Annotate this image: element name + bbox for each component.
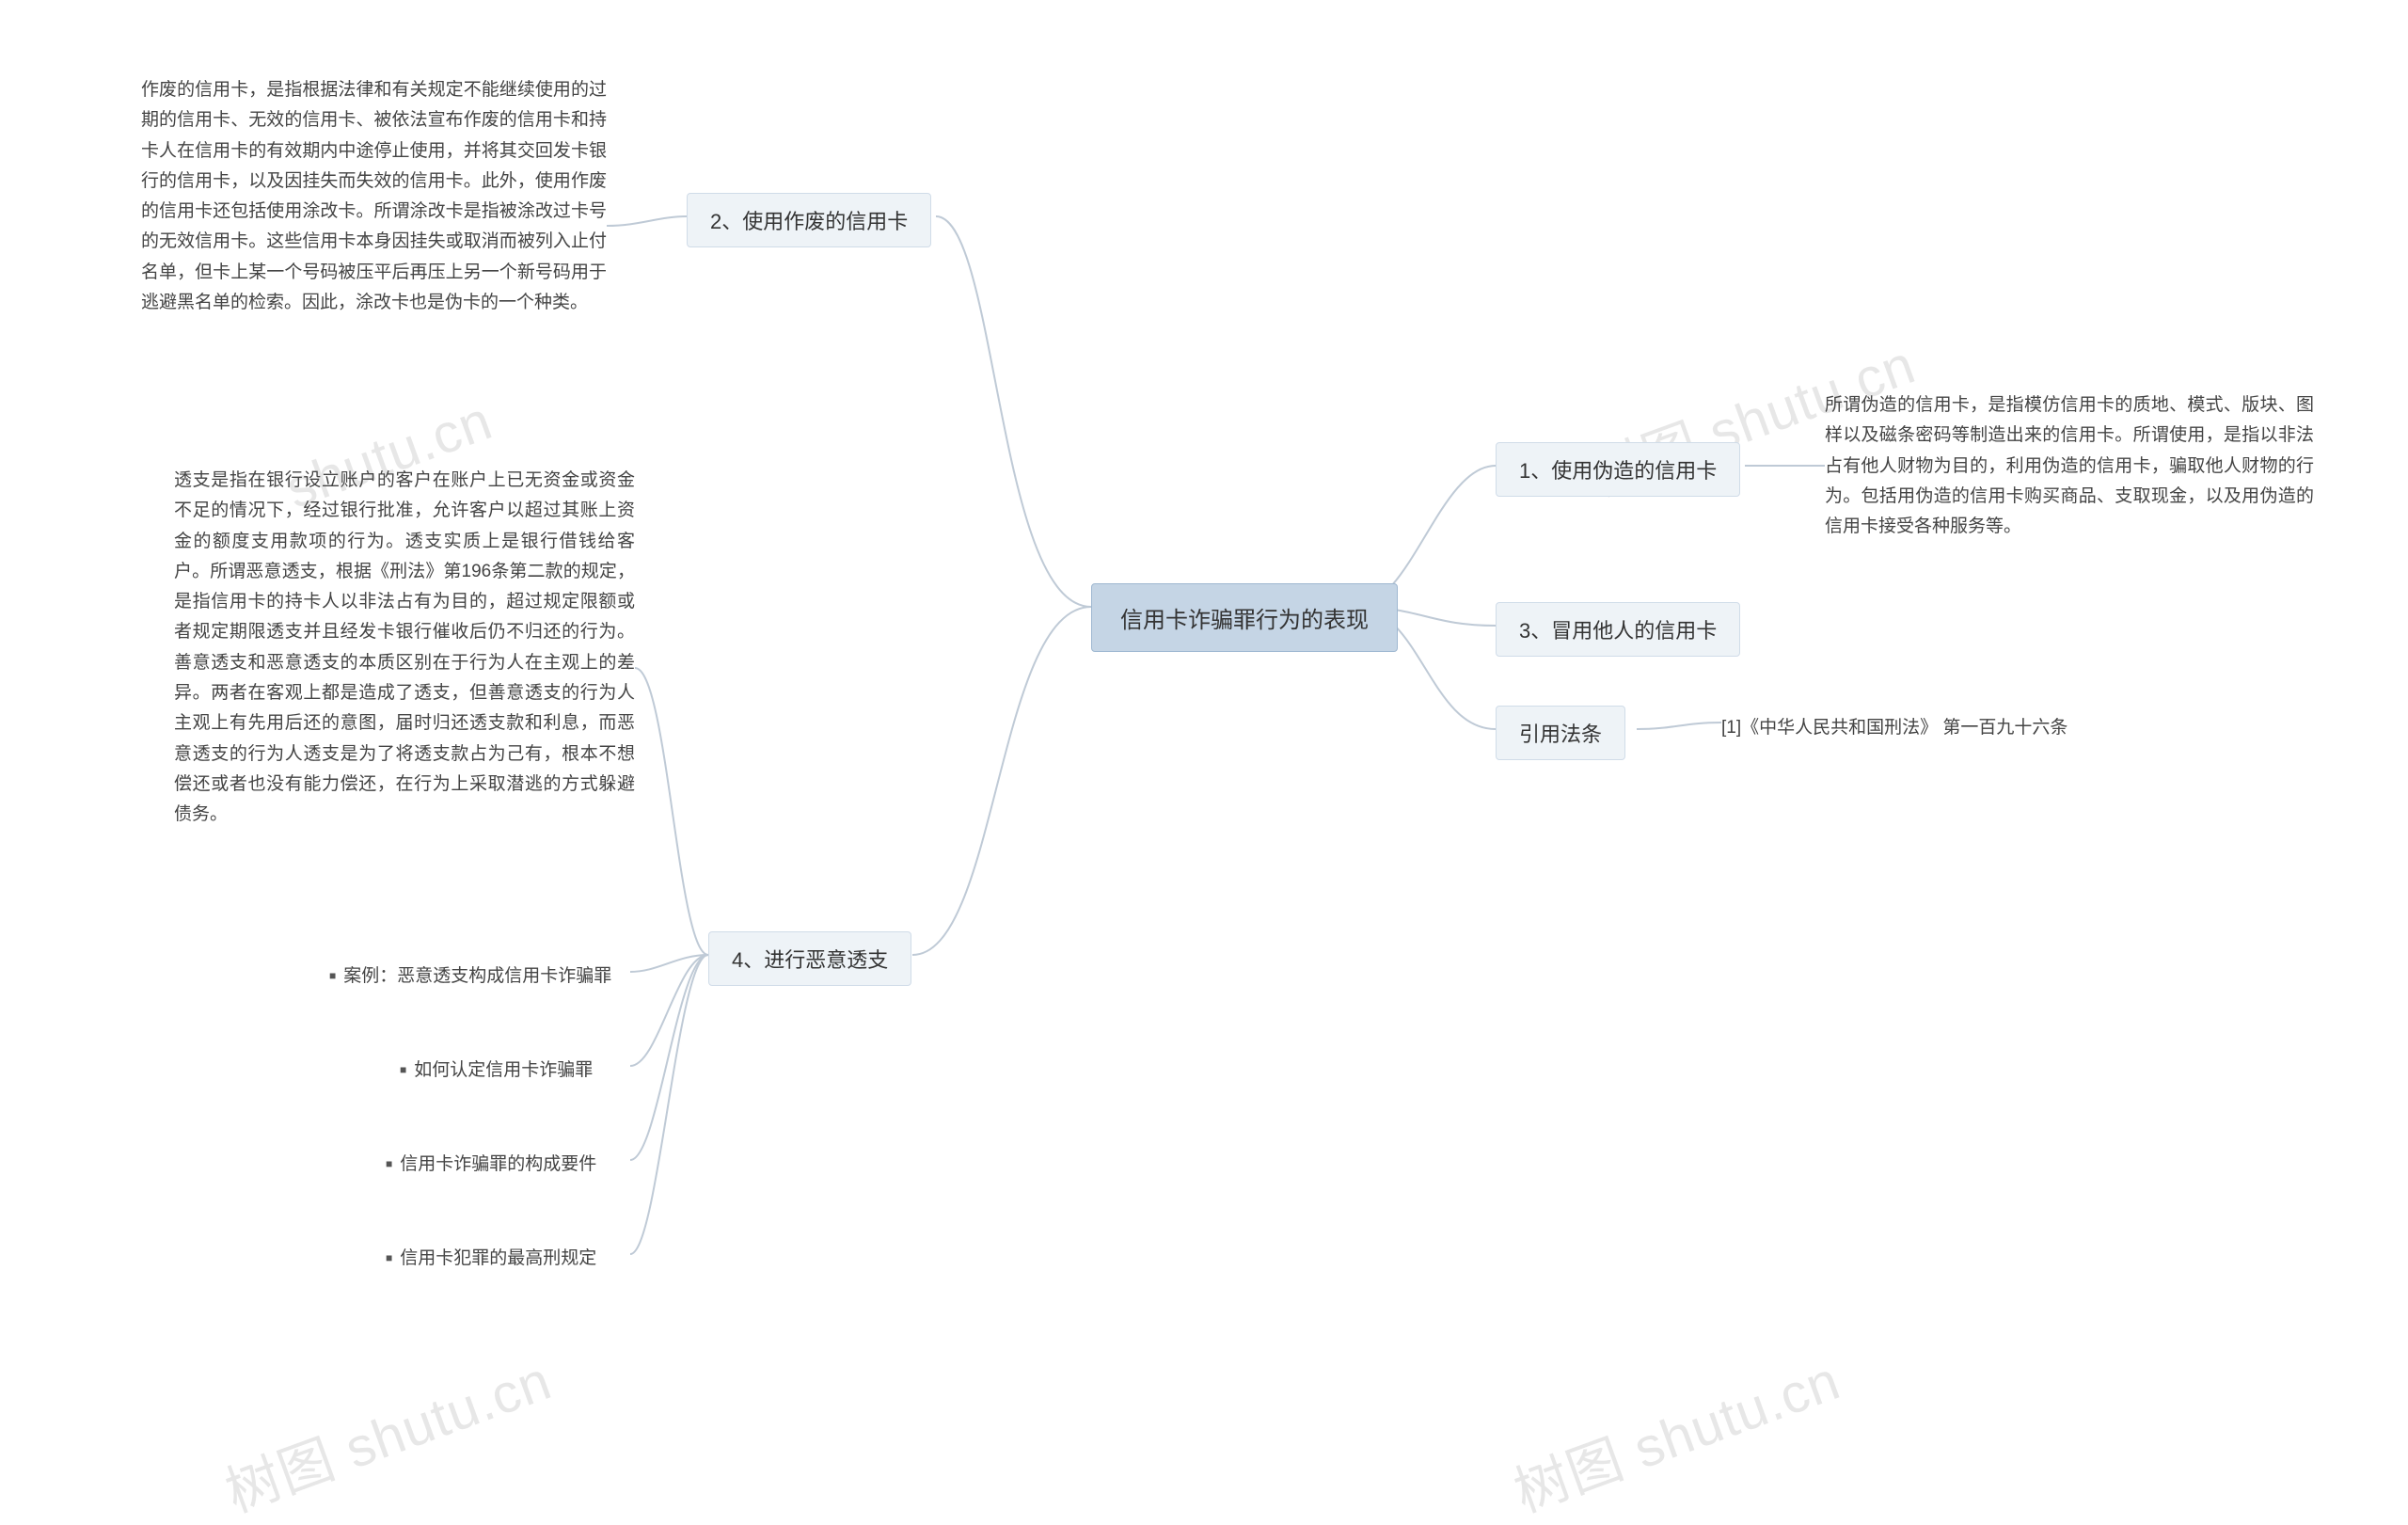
branch-node-citation[interactable]: 引用法条 <box>1496 706 1625 760</box>
leaf-text-malicious-overdraft: 透支是指在银行设立账户的客户在账户上已无资金或资金不足的情况下，经过银行批准，允… <box>174 466 635 831</box>
branch-node-forged-card[interactable]: 1、使用伪造的信用卡 <box>1496 442 1740 497</box>
leaf-bullet-maxpenalty: 信用卡犯罪的最高刑规定 <box>386 1244 596 1269</box>
watermark: 树图 shutu.cn <box>214 1337 561 1525</box>
root-label: 信用卡诈骗罪行为的表现 <box>1120 601 1369 634</box>
branch-node-void-card[interactable]: 2、使用作废的信用卡 <box>687 193 931 247</box>
branch-label: 1、使用伪造的信用卡 <box>1519 454 1717 485</box>
leaf-bullet-elements: 信用卡诈骗罪的构成要件 <box>386 1150 596 1175</box>
leaf-bullet-identify: 如何认定信用卡诈骗罪 <box>400 1056 593 1081</box>
branch-label: 2、使用作废的信用卡 <box>710 205 908 235</box>
leaf-citation: [1]《中华人民共和国刑法》 第一百九十六条 <box>1721 713 2067 739</box>
branch-label: 引用法条 <box>1519 718 1602 748</box>
leaf-text-forged-card: 所谓伪造的信用卡，是指模仿信用卡的质地、模式、版块、图样以及磁条密码等制造出来的… <box>1825 390 2314 542</box>
branch-label: 4、进行恶意透支 <box>732 944 888 974</box>
branch-node-impersonate-card[interactable]: 3、冒用他人的信用卡 <box>1496 602 1740 657</box>
leaf-text-void-card: 作废的信用卡，是指根据法律和有关规定不能继续使用的过期的信用卡、无效的信用卡、被… <box>141 75 607 318</box>
watermark: 树图 shutu.cn <box>1502 1337 1849 1525</box>
root-node[interactable]: 信用卡诈骗罪行为的表现 <box>1091 583 1398 652</box>
branch-label: 3、冒用他人的信用卡 <box>1519 614 1717 644</box>
leaf-bullet-case: 案例：恶意透支构成信用卡诈骗罪 <box>329 961 611 987</box>
branch-node-malicious-overdraft[interactable]: 4、进行恶意透支 <box>708 931 911 986</box>
